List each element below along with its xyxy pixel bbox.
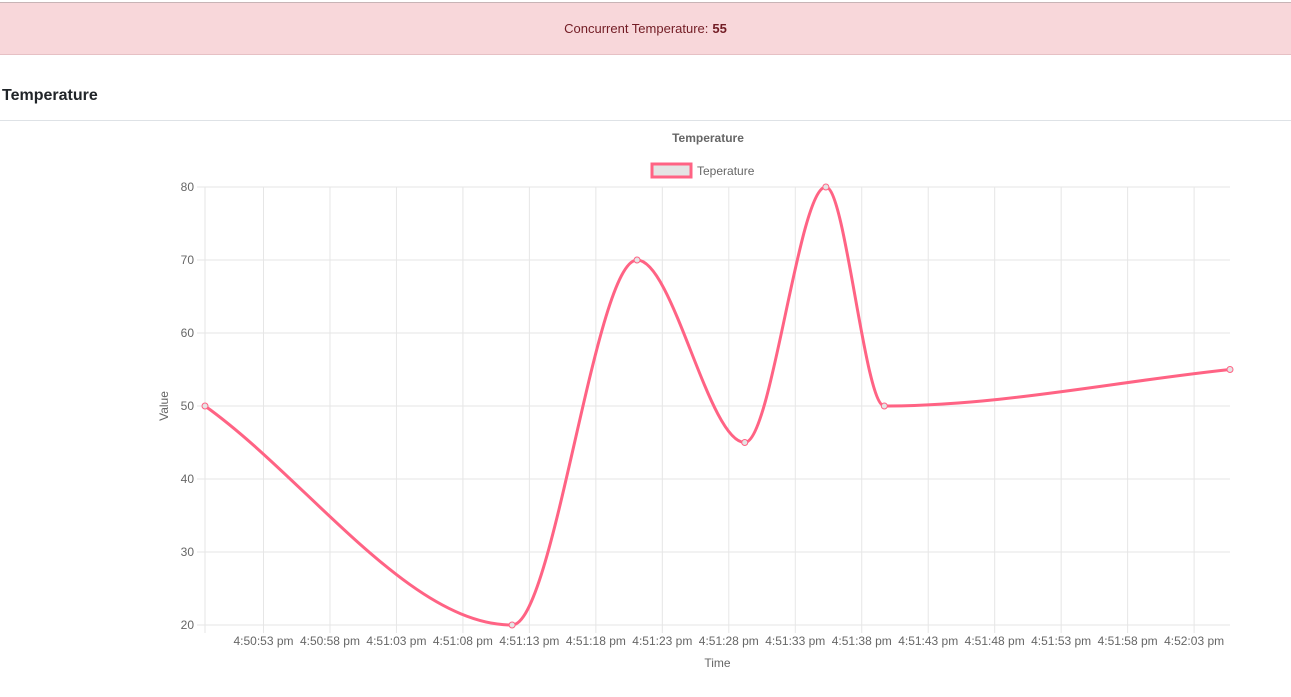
concurrent-temperature-alert: Concurrent Temperature: 55 [0,2,1291,55]
chart-title: Temperature [672,131,744,145]
y-tick-label: 80 [181,180,195,194]
y-axis-ticks: 20 30 40 50 60 70 80 [181,180,195,632]
grid-lines [197,186,1230,633]
x-tick-label: 4:51:48 pm [965,634,1025,648]
card-title: Temperature [2,87,98,104]
data-point[interactable] [508,621,516,629]
data-points [201,183,1234,629]
x-tick-label: 4:51:33 pm [765,634,825,648]
x-tick-label: 4:52:03 pm [1164,634,1224,648]
y-tick-label: 50 [181,399,195,413]
data-point[interactable] [1226,366,1234,373]
data-point[interactable] [822,183,830,191]
x-tick-label: 4:51:08 pm [433,634,493,648]
data-point[interactable] [741,439,749,446]
y-tick-label: 70 [181,253,195,267]
x-tick-label: 4:51:03 pm [366,634,426,648]
legend-swatch [650,162,693,179]
x-tick-label: 4:51:43 pm [898,634,958,648]
card-divider [0,120,1291,121]
x-tick-label: 4:50:53 pm [233,634,293,648]
x-tick-label: 4:51:13 pm [499,634,559,648]
x-axis-title: Time [704,656,731,670]
x-tick-label: 4:51:23 pm [632,634,692,648]
temperature-chart: Temperature Teperature 20 30 40 50 60 70 80 4:… [0,121,1291,697]
y-tick-label: 20 [181,618,195,632]
x-tick-label: 4:51:28 pm [699,634,759,648]
y-axis-title: Value [157,391,171,421]
x-tick-label: 4:51:53 pm [1031,634,1091,648]
x-tick-label: 4:50:58 pm [300,634,360,648]
y-tick-label: 40 [181,472,195,486]
chart-legend[interactable]: Teperature [650,162,755,179]
y-tick-label: 60 [181,326,195,340]
data-point[interactable] [880,402,888,410]
data-point[interactable] [201,402,209,410]
x-tick-label: 4:51:58 pm [1098,634,1158,648]
x-tick-label: 4:51:18 pm [566,634,626,648]
y-tick-label: 30 [181,545,195,559]
legend-label: Teperature [697,164,755,178]
data-point[interactable] [633,256,641,264]
alert-label: Concurrent Temperature: [564,21,709,36]
alert-value: 55 [712,21,727,36]
x-axis-ticks: 4:50:53 pm 4:50:58 pm 4:51:03 pm 4:51:08 pm… [233,634,1224,648]
x-tick-label: 4:51:38 pm [832,634,892,648]
chart-canvas: Temperature Teperature 20 30 40 50 60 70 80 4:… [157,131,1234,670]
